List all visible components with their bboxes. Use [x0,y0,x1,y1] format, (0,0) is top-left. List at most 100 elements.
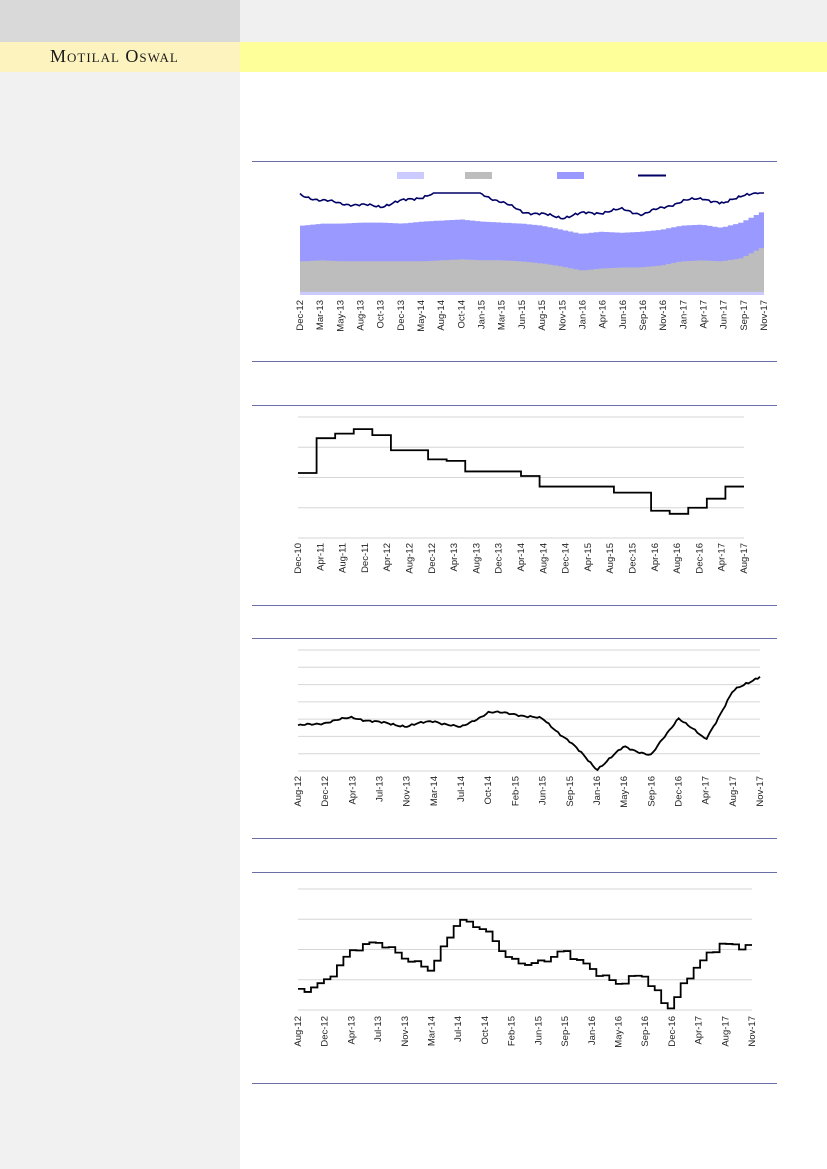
chart2-x-tick-16: Apr-16 [650,543,661,572]
chart4-x-tick-4: Nov-13 [400,1016,411,1047]
chart4-x-tick-5: Mar-14 [427,1016,438,1046]
chart3-x-tick-14: Dec-16 [673,776,684,807]
chart3-x-tick-5: Mar-14 [429,776,440,806]
chart2-x-tick-8: Aug-13 [471,543,482,574]
chart3-x-tick-6: Jul-14 [456,776,467,802]
chart4-x-tick-8: Feb-15 [507,1016,518,1046]
chart4-x-tick-17: Nov-17 [747,1016,758,1047]
chart2-x-tick-6: Dec-12 [427,543,438,574]
header-left-block [0,0,240,42]
chart3-x-tick-3: Jul-13 [375,776,386,802]
chart2-step-line [298,428,744,515]
exhibit-3-chart: Aug-12 Dec-12 Apr-13 Jul-13 Nov-13 Mar-14 Jul-… [252,640,777,836]
chart4-x-tick-11: Jan-16 [587,1016,598,1045]
chart2-x-tick-1: Apr-11 [315,543,326,571]
logo-bar [0,42,240,72]
chart1-legend-swatch-2 [557,172,584,179]
chart3-x-tick-10: Sep-15 [565,776,576,807]
chart3-x-tick-8: Feb-15 [510,776,521,806]
chart1-x-tick-9: Jan-15 [477,300,488,329]
chart1-x-tick-21: Jun-17 [719,300,730,329]
chart1-area-series-0 [300,291,764,295]
left-sidebar [0,72,240,1169]
chart1-x-tick-14: Jan-16 [577,300,588,329]
line-chart-svg: Aug-12 Dec-12 Apr-13 Jul-13 Nov-13 Mar-14 Jul-… [293,649,766,808]
chart1-x-tick-11: Jun-15 [517,300,528,329]
chart1-x-tick-16: Jun-16 [618,300,629,329]
chart3-x-tick-16: Aug-17 [728,776,739,807]
chart3-x-tick-7: Oct-14 [483,776,494,805]
chart2-x-tick-7: Apr-13 [449,543,460,572]
chart3-x-tick-13: Sep-16 [646,776,657,807]
chart1-x-tick-22: Sep-17 [739,300,750,331]
chart4-x-tick-2: Apr-13 [346,1016,357,1045]
exhibit-1-chart: Dec-12 Mar-13 May-13 Aug-13 Oct-13 Dec-13 May-… [252,163,777,358]
chart2-x-tick-19: Apr-17 [717,543,728,572]
chart4-x-tick-6: Jul-14 [453,1016,464,1042]
chart1-x-tick-20: Apr-17 [698,300,709,329]
exhibit-4-top-rule [252,872,777,873]
chart3-x-tick-11: Jan-16 [592,776,603,805]
chart3-x-tick-9: Jun-15 [538,776,549,805]
chart1-area-series-1 [300,248,764,295]
chart1-x-tick-19: Jan-17 [678,300,689,329]
exhibit-3-top-rule [252,638,777,639]
chart1-x-tick-0: Dec-12 [295,300,306,331]
company-logo: Motilal Oswal [50,46,179,66]
chart3-x-tick-1: Dec-12 [320,776,331,807]
area-chart-svg: Dec-12 Mar-13 May-13 Aug-13 Oct-13 Dec-13 May-… [295,172,770,332]
chart2-x-tick-15: Dec-15 [628,543,639,574]
chart4-x-tick-3: Jul-13 [373,1016,384,1042]
chart1-line-series [299,192,764,220]
chart4-x-tick-9: Jun-15 [533,1016,544,1045]
chart3-x-tick-2: Apr-13 [347,776,358,805]
chart4-x-tick-0: Aug-12 [293,1016,304,1047]
chart2-x-tick-5: Aug-12 [405,543,416,574]
header-right-block [240,0,827,42]
exhibit-2-chart: Dec-10 Apr-11 Aug-11 Dec-11 Apr-12 Aug-12 Dec-… [252,407,777,603]
chart4-step-line [298,918,752,1010]
chart3-x-tick-4: Nov-13 [402,776,413,807]
chart2-x-tick-13: Apr-15 [583,543,594,572]
chart1-x-tick-10: Mar-15 [497,300,508,330]
chart1-x-tick-8: Oct-14 [456,300,467,329]
chart2-x-tick-20: Aug-17 [739,543,750,574]
chart2-x-tick-0: Dec-10 [293,543,304,574]
step-chart-svg-2: Aug-12 Dec-12 Apr-13 Jul-13 Nov-13 Mar-14 Jul-… [293,888,758,1048]
chart2-x-tick-14: Aug-15 [605,543,616,574]
chart1-x-tick-23: Nov-17 [759,300,770,331]
chart1-x-tick-12: Aug-15 [537,300,548,331]
chart1-x-tick-1: Mar-13 [315,300,326,330]
exhibit-3-bottom-rule [252,838,777,839]
chart2-x-tick-2: Aug-11 [338,543,349,573]
chart2-x-tick-9: Dec-13 [494,543,505,574]
exhibit-1-bottom-rule [252,361,777,362]
exhibit-2-bottom-rule [252,605,777,606]
chart4-x-tick-7: Oct-14 [480,1016,491,1045]
chart4-x-tick-15: Apr-17 [694,1016,705,1045]
chart1-x-tick-5: Dec-13 [396,300,407,331]
chart2-x-tick-4: Apr-12 [382,543,393,572]
chart1-x-tick-17: Sep-16 [638,300,649,331]
chart1-x-tick-2: May-13 [335,300,346,332]
chart1-x-tick-18: Nov-16 [658,300,669,331]
chart1-x-tick-6: May-14 [416,300,427,332]
chart2-x-tick-12: Dec-14 [561,543,572,574]
step-chart-svg: Dec-10 Apr-11 Aug-11 Dec-11 Apr-12 Aug-12 Dec-… [293,416,750,574]
chart1-x-tick-15: Apr-16 [598,300,609,329]
chart3-x-tick-0: Aug-12 [293,776,304,807]
chart4-x-tick-12: May-16 [613,1016,624,1048]
chart3-x-tick-17: Nov-17 [755,776,766,807]
chart2-x-tick-3: Dec-11 [360,543,371,573]
chart2-x-tick-10: Apr-14 [516,543,527,572]
chart4-x-tick-10: Sep-15 [560,1016,571,1047]
chart1-x-tick-4: Oct-13 [376,300,387,329]
chart3-x-tick-15: Apr-17 [701,776,712,805]
chart4-x-tick-13: Sep-16 [640,1016,651,1047]
chart2-x-tick-11: Aug-14 [538,543,549,574]
chart1-x-tick-13: Nov-15 [557,300,568,331]
chart2-x-tick-17: Aug-16 [672,543,683,574]
exhibit-1-top-rule [252,161,777,162]
chart3-line [297,676,761,772]
chart1-legend-swatch-1 [465,172,492,179]
